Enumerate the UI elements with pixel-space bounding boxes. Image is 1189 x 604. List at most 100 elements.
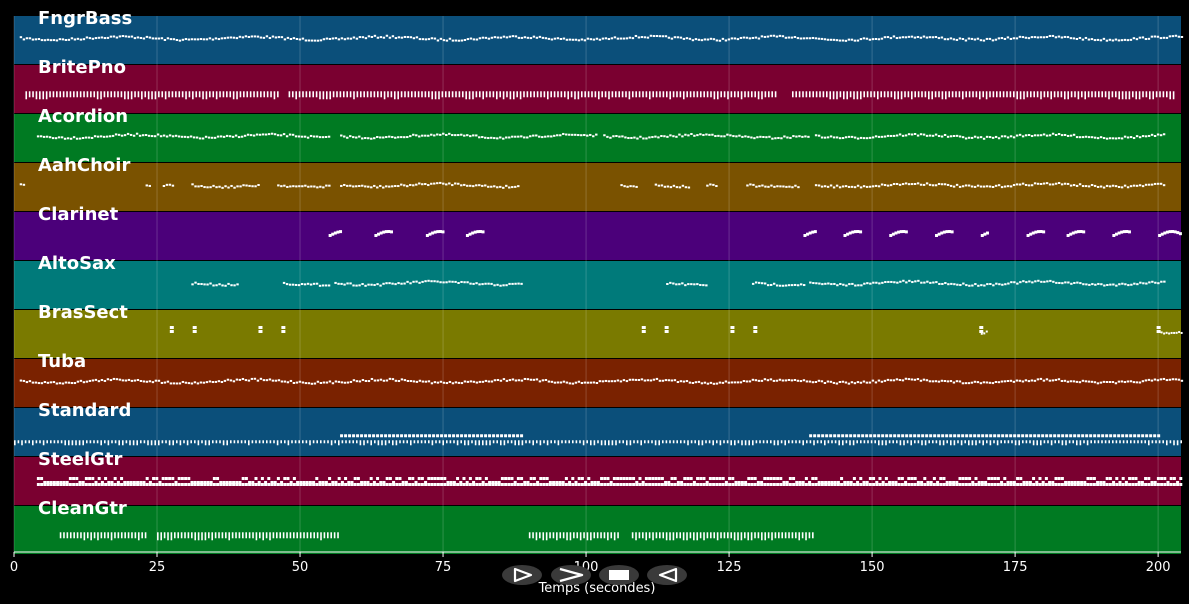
note	[1160, 477, 1164, 480]
note	[505, 136, 508, 139]
note	[427, 483, 431, 486]
note	[719, 440, 722, 446]
note	[295, 91, 297, 100]
note	[1004, 440, 1006, 444]
note	[415, 280, 418, 283]
note	[1176, 481, 1180, 484]
note	[358, 185, 361, 188]
note	[715, 483, 719, 486]
note	[712, 483, 716, 486]
play-button[interactable]	[502, 565, 542, 585]
note	[823, 185, 827, 188]
note	[321, 284, 325, 287]
note	[298, 185, 301, 188]
note	[590, 440, 592, 446]
note	[985, 135, 989, 138]
note	[1084, 91, 1086, 100]
note	[706, 532, 709, 539]
note	[340, 282, 343, 285]
note	[1016, 483, 1020, 486]
note	[795, 483, 799, 486]
note	[315, 477, 319, 480]
x-tick-label: 50	[292, 560, 309, 575]
note	[164, 91, 167, 100]
stop-button[interactable]	[599, 565, 639, 585]
note	[142, 481, 146, 484]
note	[771, 137, 774, 140]
track-band	[14, 506, 1181, 554]
note	[120, 91, 123, 98]
note	[568, 483, 572, 486]
note	[1084, 36, 1088, 39]
note	[403, 184, 406, 187]
note	[36, 477, 40, 480]
note	[750, 477, 754, 480]
note	[1168, 332, 1171, 335]
note	[372, 434, 376, 438]
note	[445, 281, 448, 284]
note	[633, 440, 635, 444]
note	[875, 481, 879, 484]
note	[1012, 136, 1016, 139]
note	[457, 381, 461, 384]
note	[1003, 37, 1007, 40]
note	[652, 378, 656, 381]
note	[32, 91, 34, 98]
note	[666, 283, 669, 286]
note	[1177, 378, 1181, 381]
note	[46, 440, 48, 444]
note	[664, 483, 668, 486]
note	[35, 91, 38, 100]
note	[388, 483, 392, 486]
note	[1118, 483, 1122, 486]
note	[1048, 481, 1052, 484]
note	[547, 380, 551, 383]
fast-forward-button[interactable]	[551, 565, 591, 585]
note	[253, 91, 255, 98]
rewind-button[interactable]	[647, 565, 687, 585]
note	[135, 132, 139, 135]
note	[187, 382, 191, 385]
note	[1165, 379, 1169, 382]
note	[634, 378, 638, 381]
note	[76, 532, 79, 539]
note	[721, 483, 725, 486]
note	[436, 280, 439, 283]
note	[1150, 35, 1154, 38]
note	[862, 37, 866, 40]
note	[733, 37, 737, 40]
note	[460, 280, 463, 283]
note	[757, 91, 760, 100]
note	[974, 483, 978, 486]
note	[560, 91, 563, 98]
note	[168, 134, 172, 137]
note	[555, 483, 559, 486]
note	[676, 91, 678, 98]
note	[442, 182, 445, 185]
note	[571, 133, 574, 136]
note	[325, 91, 328, 100]
note	[1066, 380, 1070, 383]
note	[703, 38, 707, 41]
note	[1046, 280, 1049, 283]
note	[248, 532, 251, 539]
note	[500, 434, 504, 438]
note	[629, 185, 632, 188]
note	[604, 379, 608, 382]
note	[1129, 434, 1133, 438]
note	[798, 532, 801, 541]
note	[993, 483, 997, 486]
note	[1131, 477, 1135, 480]
note	[925, 36, 929, 39]
note	[672, 135, 675, 138]
note	[107, 532, 109, 539]
note	[263, 91, 266, 98]
note	[935, 281, 938, 284]
note	[138, 134, 142, 137]
note	[676, 36, 680, 39]
note	[1093, 136, 1097, 139]
note	[703, 532, 705, 541]
note	[1042, 36, 1046, 39]
note	[838, 186, 842, 189]
note	[395, 477, 399, 480]
